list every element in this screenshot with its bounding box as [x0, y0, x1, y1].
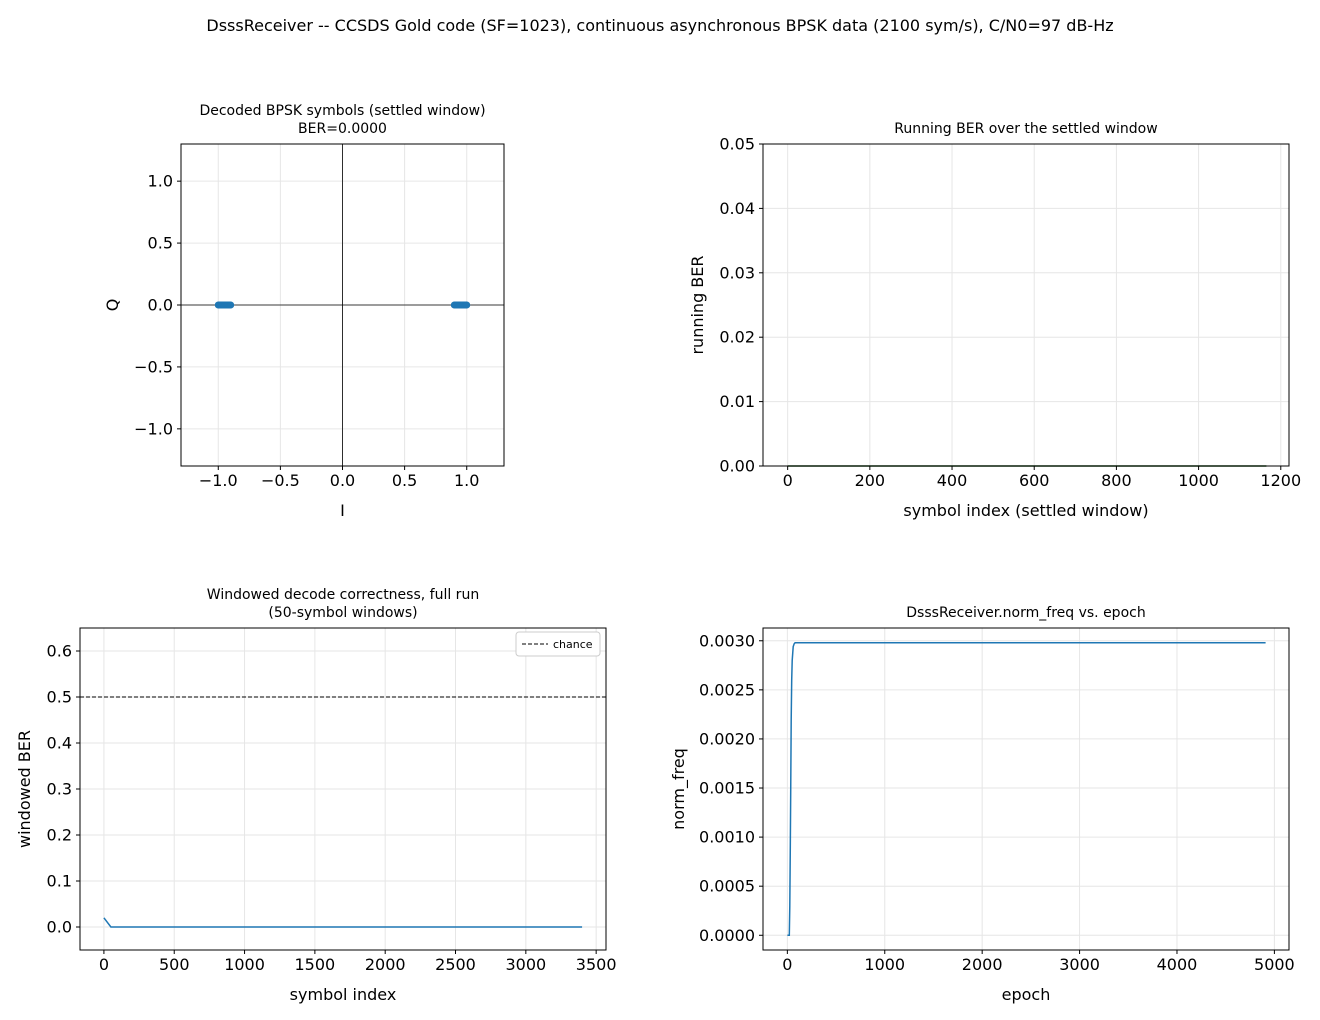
chart4-xtick-label: 2000: [962, 955, 1003, 974]
chart4-ylabel: norm_freq: [669, 748, 689, 830]
chart2-xtick-label: 600: [1019, 471, 1050, 490]
chart3-xtick-label: 1500: [295, 955, 336, 974]
chart1-point: [463, 301, 470, 309]
chart2-xtick-label: 400: [937, 471, 968, 490]
chart1-xtick-label: −1.0: [199, 471, 238, 490]
chart4-frame: [762, 627, 1290, 951]
chart3-title: Windowed decode correctness, full run: [207, 587, 479, 603]
chart2-xtick-label: 1200: [1260, 471, 1301, 490]
chart4-xtick-label: 0: [782, 955, 792, 974]
chart4-xlabel: epoch: [1002, 985, 1051, 1004]
chart2-xtick-label: 200: [855, 471, 886, 490]
chart1-ytick-label: −1.0: [134, 419, 173, 438]
chart4-ytick-label: 0.0025: [699, 680, 755, 699]
chart3-xtick-label: 2500: [435, 955, 476, 974]
chart3-xtick-label: 2000: [365, 955, 406, 974]
chart3-series-line-1: [103, 917, 583, 928]
chart1-ylabel: Q: [103, 299, 122, 312]
chart4-xtick-label: 4000: [1157, 955, 1198, 974]
chart3-xtick-label: 500: [159, 955, 190, 974]
chart3-xtick-label: 1000: [224, 955, 265, 974]
chart3-ylabel: windowed BER: [15, 730, 34, 848]
chart2-ytick-label: 0.03: [719, 263, 755, 282]
chart3-xtick-label: 3500: [576, 955, 617, 974]
chart2-ytick-label: 0.00: [719, 457, 755, 476]
figure-title: DsssReceiver -- CCSDS Gold code (SF=1023…: [206, 16, 1114, 35]
chart4-title: DsssReceiver.norm_freq vs. epoch: [906, 605, 1145, 621]
chart3-ytick-label: 0.5: [47, 688, 72, 707]
chart2-ytick-label: 0.05: [719, 135, 755, 154]
chart3-legend-label: chance: [553, 638, 593, 651]
chart4-ytick-label: 0.0020: [699, 729, 755, 748]
chart3-subtitle: (50-symbol windows): [268, 605, 417, 621]
chart2-frame: [762, 143, 1290, 467]
chart1-ytick-label: −0.5: [134, 357, 173, 376]
chart2-xtick-label: 1000: [1178, 471, 1219, 490]
chart3-xtick-label: 3000: [505, 955, 546, 974]
chart3-ytick-label: 0.4: [47, 734, 72, 753]
chart3-xtick-label: 0: [99, 955, 109, 974]
chart2-xtick-label: 800: [1101, 471, 1132, 490]
chart4-xtick-label: 1000: [864, 955, 905, 974]
chart4-ytick-label: 0.0015: [699, 779, 755, 798]
chart2-xtick-label: 0: [783, 471, 793, 490]
chart2-ytick-label: 0.01: [719, 392, 755, 411]
chart2-ylabel: running BER: [688, 255, 707, 354]
chart2-ytick-label: 0.02: [719, 328, 755, 347]
chart1-subtitle: BER=0.0000: [298, 121, 387, 137]
chart4-ytick-label: 0.0010: [699, 828, 755, 847]
chart1-xtick-label: −0.5: [261, 471, 300, 490]
chart3-ytick-label: 0.1: [47, 872, 72, 891]
chart3-ytick-label: 0.3: [47, 780, 72, 799]
chart4-xtick-label: 3000: [1059, 955, 1100, 974]
chart3-xlabel: symbol index: [290, 985, 397, 1004]
chart1-xtick-label: 1.0: [454, 471, 479, 490]
chart4-series-line-1: [787, 641, 1266, 937]
chart3-ytick-label: 0.2: [47, 826, 72, 845]
chart1-title: Decoded BPSK symbols (settled window): [199, 103, 485, 119]
chart1-ytick-label: 0.0: [148, 296, 173, 315]
chart4-ytick-label: 0.0030: [699, 631, 755, 650]
chart2-ytick-label: 0.04: [719, 199, 755, 218]
chart1-ytick-label: 1.0: [148, 172, 173, 191]
chart2-title: Running BER over the settled window: [894, 121, 1157, 137]
chart1-point: [227, 301, 234, 309]
chart1-xlabel: I: [340, 501, 345, 520]
chart1-ytick-label: 0.5: [148, 234, 173, 253]
chart4-xtick-label: 5000: [1254, 955, 1295, 974]
chart3-ytick-label: 0.6: [47, 642, 72, 661]
chart4-ytick-label: 0.0000: [699, 926, 755, 945]
chart3-legend-box: [515, 631, 601, 657]
chart1-xtick-label: 0.5: [392, 471, 417, 490]
chart4-ytick-label: 0.0005: [699, 877, 755, 896]
chart1-xtick-label: 0.0: [330, 471, 355, 490]
chart3-ytick-label: 0.0: [47, 918, 72, 937]
chart2-xlabel: symbol index (settled window): [903, 501, 1148, 520]
